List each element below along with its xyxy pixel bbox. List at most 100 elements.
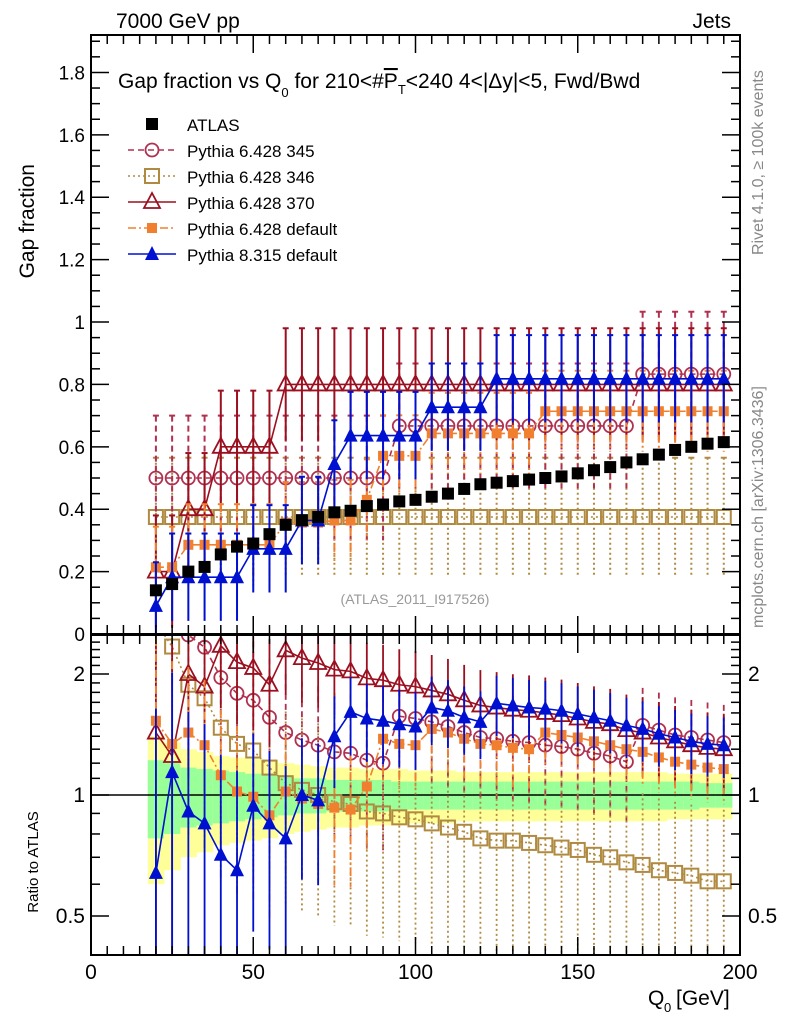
ratio-data-point (246, 797, 261, 812)
y-tick-label: 1.4 (59, 188, 86, 209)
plot-title: Gap fraction vs Q0 for 210<#PT<240 4<|Δy… (118, 70, 640, 100)
y-tick-label: 1 (74, 313, 85, 334)
svg-text:Gap fraction vs Q0 for 210<#PT: Gap fraction vs Q0 for 210<#PT<240 4<|Δy… (118, 70, 640, 100)
ratio-data-point (229, 735, 246, 752)
data-point (424, 399, 439, 414)
legend-marker (144, 142, 160, 158)
data-point (554, 370, 569, 385)
axes: 0 0.2 0.4 0.6 0.8 1 1.2 1.4 1.6 1.8 0 50 100 150 200 0.… (56, 34, 777, 984)
data-point (602, 509, 619, 526)
data-point (489, 370, 504, 385)
data-point (308, 373, 328, 392)
data-point (214, 548, 227, 561)
ratio-data-point (538, 700, 553, 715)
y-tick-label: 1.2 (59, 251, 85, 272)
legend-marker (142, 191, 162, 209)
ratio-data-point (423, 815, 440, 832)
ratio-data-point (668, 729, 683, 744)
ratio-data-point (392, 716, 407, 731)
data-point (262, 540, 277, 555)
ratio-data-point (440, 702, 455, 717)
x-tick-label: 50 (242, 961, 265, 984)
ratio-data-point (424, 699, 439, 714)
ratio-data-point (569, 841, 586, 858)
data-point (195, 498, 215, 517)
ratio-data-point (491, 740, 502, 751)
data-point (263, 528, 276, 541)
data-point (715, 509, 732, 526)
ratio-data-point (148, 864, 163, 879)
data-point (669, 443, 682, 456)
y-tick-label: 1.8 (59, 63, 85, 84)
data-point (341, 373, 361, 392)
ratio-data-point (618, 854, 635, 871)
data-point (537, 509, 554, 526)
ratio-data-point (505, 697, 520, 712)
data-point (211, 435, 231, 454)
legend-label: Pythia 6.428 346 (187, 168, 315, 187)
data-point (393, 495, 406, 508)
ratio-data-point (343, 703, 358, 718)
ratio-uncertainty-bands (147, 736, 733, 885)
ratio-y-tick-label-right: 1 (748, 784, 760, 807)
data-point (700, 370, 715, 385)
svg-text:[GeV]: [GeV] (676, 987, 730, 1010)
data-point (717, 436, 730, 449)
ratio-data-point (456, 823, 473, 840)
ratio-data-point (262, 815, 277, 830)
ratio-data-point (327, 728, 342, 743)
ratio-data-point (522, 699, 537, 714)
ratio-data-point (197, 815, 212, 830)
data-point (524, 428, 535, 439)
data-point (440, 399, 455, 414)
ratio-data-point (473, 713, 488, 728)
ratio-data-point (391, 809, 408, 826)
data-point (361, 494, 372, 505)
ratio-data-point (211, 635, 231, 653)
ratio-data-point (715, 873, 732, 890)
legend-label: ATLAS (187, 116, 240, 135)
legend-marker (147, 223, 157, 233)
data-point (652, 448, 665, 461)
x-tick-label: 150 (560, 961, 595, 984)
ratio-data-point (504, 832, 521, 849)
legend-marker (145, 246, 159, 260)
y-tick-label: 1.6 (59, 126, 85, 147)
data-point (148, 470, 164, 486)
ratio-data-point (376, 712, 391, 727)
data-point (505, 370, 520, 385)
data-point (376, 427, 391, 442)
data-point (699, 509, 716, 526)
data-point (506, 475, 519, 488)
ratio-data-point (294, 787, 309, 801)
data-point (389, 373, 409, 392)
data-point (619, 370, 634, 385)
data-point (292, 373, 312, 392)
data-point (636, 453, 649, 466)
data-point (148, 597, 163, 612)
y-axis-title: Gap fraction (16, 164, 39, 278)
data-point (539, 472, 552, 485)
data-point (522, 370, 537, 385)
ratio-data-point (227, 651, 247, 670)
ratio-data-point (165, 764, 180, 779)
data-point (407, 509, 424, 526)
ratio-data-point (408, 718, 423, 733)
data-point (360, 500, 373, 513)
ratio-data-point (635, 720, 650, 735)
data-point (507, 428, 518, 439)
legend-item: Pythia 6.428 346 (128, 168, 315, 187)
ratio-data-point (213, 846, 228, 861)
data-point (716, 370, 731, 385)
ratio-data-point (537, 837, 554, 854)
data-point (198, 560, 211, 573)
data-point (149, 584, 162, 597)
ratio-plot-marks (91, 635, 740, 955)
ratio-data-point (324, 658, 344, 677)
ratio-data-point (359, 710, 374, 725)
ratio-data-point (308, 652, 328, 670)
data-point (295, 514, 308, 527)
header-process-label: Jets (692, 10, 731, 33)
x-tick-label: 100 (398, 961, 433, 984)
data-point (373, 373, 393, 392)
